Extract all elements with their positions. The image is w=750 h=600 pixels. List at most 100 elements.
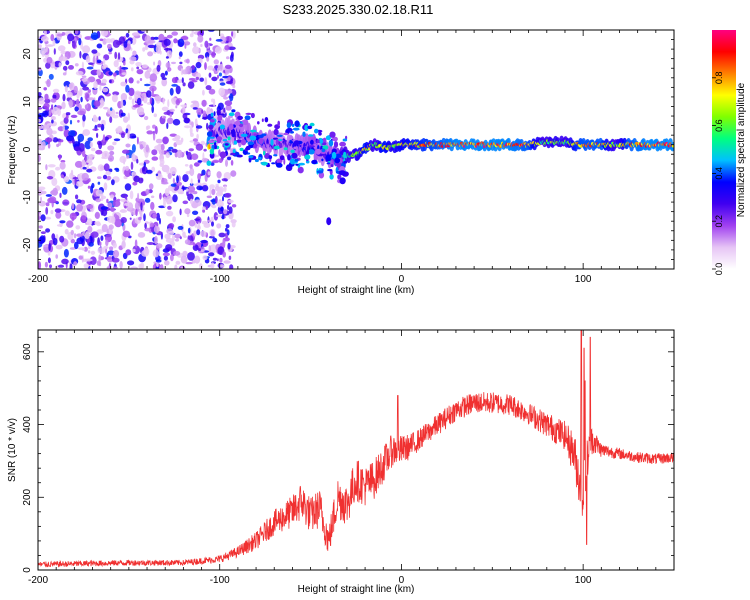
heatmap-speckle bbox=[150, 195, 155, 199]
heatmap-speckle bbox=[61, 186, 68, 195]
heatmap-speckle bbox=[172, 177, 175, 184]
heatmap-speckle bbox=[153, 36, 159, 40]
heatmap-speckle bbox=[141, 64, 148, 69]
heatmap-speckle bbox=[55, 244, 63, 250]
heatmap-speckle bbox=[162, 97, 165, 105]
heatmap-speckle bbox=[88, 178, 91, 183]
heatmap-speckle bbox=[297, 166, 304, 174]
heatmap-speckle bbox=[75, 194, 79, 200]
heatmap-speckle bbox=[193, 42, 197, 47]
heatmap-speckle bbox=[100, 235, 104, 241]
spectrogram-xtick-label: -200 bbox=[28, 274, 48, 285]
heatmap-speckle bbox=[206, 122, 209, 130]
heatmap-speckle bbox=[120, 81, 127, 87]
heatmap-speckle bbox=[176, 175, 179, 184]
heatmap-speckle bbox=[82, 114, 86, 122]
heatmap-speckle bbox=[135, 208, 138, 217]
heatmap-speckle bbox=[55, 254, 58, 259]
heatmap-speckle bbox=[166, 201, 170, 205]
heatmap-speckle bbox=[253, 144, 257, 149]
heatmap-speckle bbox=[154, 145, 162, 151]
heatmap-speckle bbox=[219, 124, 225, 130]
heatmap-speckle bbox=[86, 218, 93, 226]
heatmap-speckle bbox=[175, 98, 180, 106]
heatmap-speckle bbox=[70, 238, 76, 244]
heatmap-speckle bbox=[222, 251, 226, 258]
heatmap-speckle bbox=[79, 87, 83, 97]
heatmap-speckle bbox=[62, 199, 70, 206]
heatmap-speckle bbox=[119, 155, 127, 164]
heatmap-speckle bbox=[64, 228, 69, 235]
heatmap-speckle bbox=[135, 61, 142, 67]
heatmap-speckle bbox=[199, 77, 204, 82]
heatmap-speckle bbox=[254, 158, 259, 163]
heatmap-speckle bbox=[109, 246, 114, 251]
heatmap-speckle bbox=[201, 99, 207, 107]
heatmap-speckle bbox=[70, 114, 78, 118]
heatmap-speckle bbox=[63, 176, 70, 183]
heatmap-speckle bbox=[131, 171, 137, 176]
heatmap-speckle bbox=[76, 233, 84, 237]
snr-xtick-label: 100 bbox=[575, 575, 592, 586]
heatmap-speckle bbox=[216, 258, 219, 262]
heatmap-speckle bbox=[190, 100, 199, 104]
heatmap-speckle bbox=[65, 60, 70, 66]
heatmap-speckle bbox=[48, 196, 57, 203]
heatmap-speckle bbox=[184, 43, 187, 49]
heatmap-speckle bbox=[216, 109, 221, 117]
heatmap-speckle bbox=[83, 263, 90, 269]
heatmap-speckle bbox=[187, 227, 191, 234]
heatmap-speckle bbox=[228, 123, 234, 131]
heatmap-speckle bbox=[189, 120, 192, 126]
heatmap-speckle bbox=[245, 145, 251, 151]
heatmap-speckle bbox=[182, 174, 189, 183]
heatmap-speckle bbox=[105, 171, 112, 176]
heatmap-speckle bbox=[120, 93, 128, 101]
heatmap-speckle bbox=[52, 39, 56, 47]
heatmap-speckle bbox=[227, 46, 236, 51]
heatmap-speckle bbox=[182, 82, 186, 87]
heatmap-speckle bbox=[100, 206, 108, 211]
heatmap-speckle bbox=[160, 143, 165, 151]
heatmap-speckle bbox=[171, 77, 178, 84]
heatmap-speckle bbox=[218, 63, 224, 72]
heatmap-speckle bbox=[167, 117, 174, 125]
heatmap-speckle bbox=[40, 36, 49, 42]
heatmap-speckle bbox=[166, 34, 173, 39]
heatmap-speckle bbox=[132, 248, 136, 253]
heatmap-speckle bbox=[180, 104, 187, 108]
heatmap-speckle bbox=[120, 112, 126, 117]
heatmap-speckle bbox=[127, 260, 135, 266]
heatmap-speckle bbox=[136, 80, 140, 84]
spectrogram-ytick-label: 20 bbox=[22, 48, 33, 60]
heatmap-speckle bbox=[174, 264, 178, 269]
heatmap-speckle bbox=[227, 136, 231, 141]
heatmap-speckle bbox=[187, 81, 195, 89]
heatmap-speckle bbox=[231, 109, 236, 113]
heatmap-speckle bbox=[207, 171, 211, 176]
heatmap-speckle bbox=[66, 135, 74, 142]
heatmap-speckle bbox=[181, 107, 186, 115]
heatmap-speckle bbox=[81, 78, 88, 82]
heatmap-speckle bbox=[57, 264, 65, 268]
snr-ytick-label: 600 bbox=[22, 343, 33, 360]
heatmap-speckle bbox=[309, 122, 315, 127]
heatmap-speckle bbox=[66, 91, 73, 98]
heatmap-speckle bbox=[298, 162, 306, 166]
heatmap-speckle bbox=[90, 32, 99, 40]
heatmap-speckle bbox=[165, 210, 174, 217]
heatmap-speckle bbox=[103, 163, 110, 172]
heatmap-speckle bbox=[319, 138, 324, 144]
heatmap-speckle bbox=[124, 202, 130, 207]
heatmap-speckle bbox=[188, 148, 194, 152]
heatmap-speckle bbox=[194, 218, 201, 222]
heatmap-speckle bbox=[217, 187, 223, 196]
heatmap-speckle bbox=[74, 241, 79, 250]
heatmap-speckle bbox=[111, 257, 120, 263]
heatmap-speckle bbox=[87, 89, 92, 93]
heatmap-speckle bbox=[335, 153, 342, 159]
heatmap-speckle bbox=[233, 140, 238, 145]
heatmap-speckle bbox=[253, 133, 257, 136]
heatmap-speckle bbox=[63, 248, 69, 258]
heatmap-speckle bbox=[76, 199, 82, 204]
